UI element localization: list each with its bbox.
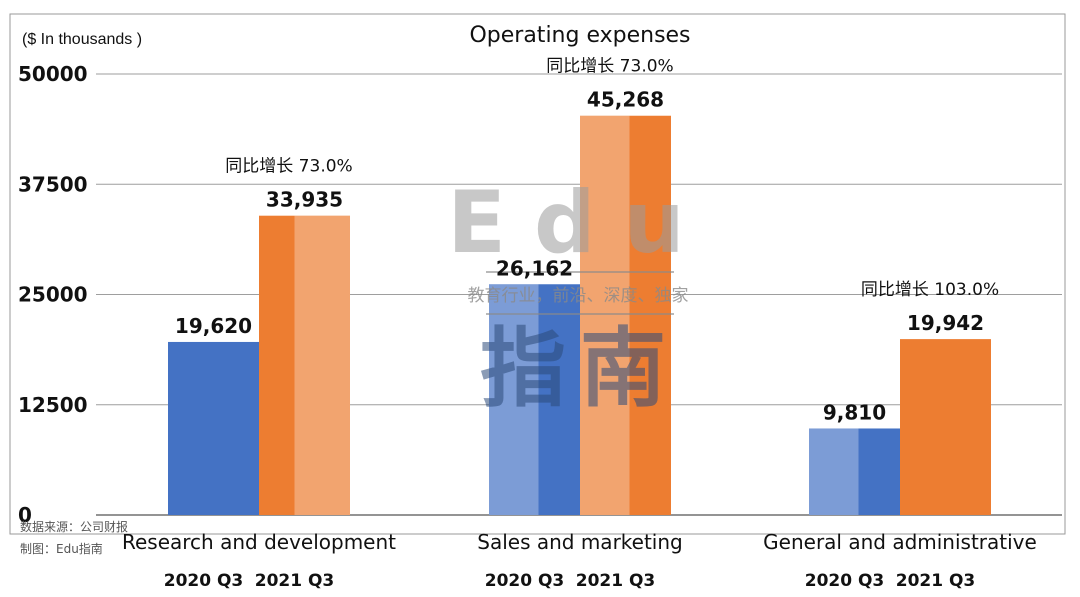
- data-labels: 0 12500 25000 37500 50000 19,620 2020 Q3 33,935…: [18, 57, 1037, 591]
- series-label: 2021 Q3: [576, 571, 656, 591]
- bar-2020-q3: [168, 341, 259, 515]
- watermark-tagline: 教育行业，前沿、深度、独家: [468, 286, 689, 306]
- data-label: 9,810: [823, 400, 886, 424]
- data-label: 19,942: [907, 311, 984, 335]
- bar-highlight: [294, 215, 350, 515]
- bar-highlight: [580, 115, 630, 515]
- chart-title: Operating expenses: [469, 23, 690, 48]
- watermark-chinese: 指南: [480, 319, 680, 419]
- bar-highlight: [809, 428, 859, 515]
- watermark-latin: Edu: [447, 173, 713, 273]
- chart-frame: [9, 13, 1066, 535]
- category-label: Research and development: [122, 530, 396, 554]
- bar-2021-q3: [580, 115, 671, 515]
- growth-annotation: 同比增长 73.0%: [225, 157, 352, 177]
- data-label: 26,162: [496, 256, 573, 280]
- bar-highlight: [489, 284, 539, 515]
- data-label: 19,620: [175, 314, 252, 338]
- series-label: 2020 Q3: [164, 571, 244, 591]
- y-tick-label: 37500: [18, 172, 88, 196]
- bars: [168, 115, 991, 515]
- y-tick-label: 25000: [18, 283, 88, 307]
- y-tick-label: 12500: [18, 393, 88, 417]
- category-label: Sales and marketing: [477, 530, 682, 554]
- growth-annotation: 同比增长 103.0%: [861, 280, 999, 300]
- chart-credit: 制图：Edu指南: [20, 541, 103, 556]
- y-tick-label: 0: [18, 503, 32, 527]
- bar-2020-q3: [489, 284, 580, 515]
- bar-2021-q3: [900, 339, 991, 515]
- growth-annotation: 同比增长 73.0%: [546, 57, 673, 77]
- y-tick-label: 50000: [18, 62, 88, 86]
- data-label: 45,268: [587, 88, 664, 112]
- bar-2021-q3: [259, 215, 350, 515]
- category-label: General and administrative: [763, 530, 1037, 554]
- data-label: 33,935: [266, 188, 343, 212]
- unit-label: ($ In thousands ): [22, 31, 142, 48]
- series-label: 2021 Q3: [896, 571, 976, 591]
- series-label: 2020 Q3: [485, 571, 565, 591]
- series-label: 2021 Q3: [255, 571, 335, 591]
- source-note: 数据来源：公司财报: [20, 519, 128, 534]
- series-label: 2020 Q3: [805, 571, 885, 591]
- bar-2020-q3: [809, 428, 900, 515]
